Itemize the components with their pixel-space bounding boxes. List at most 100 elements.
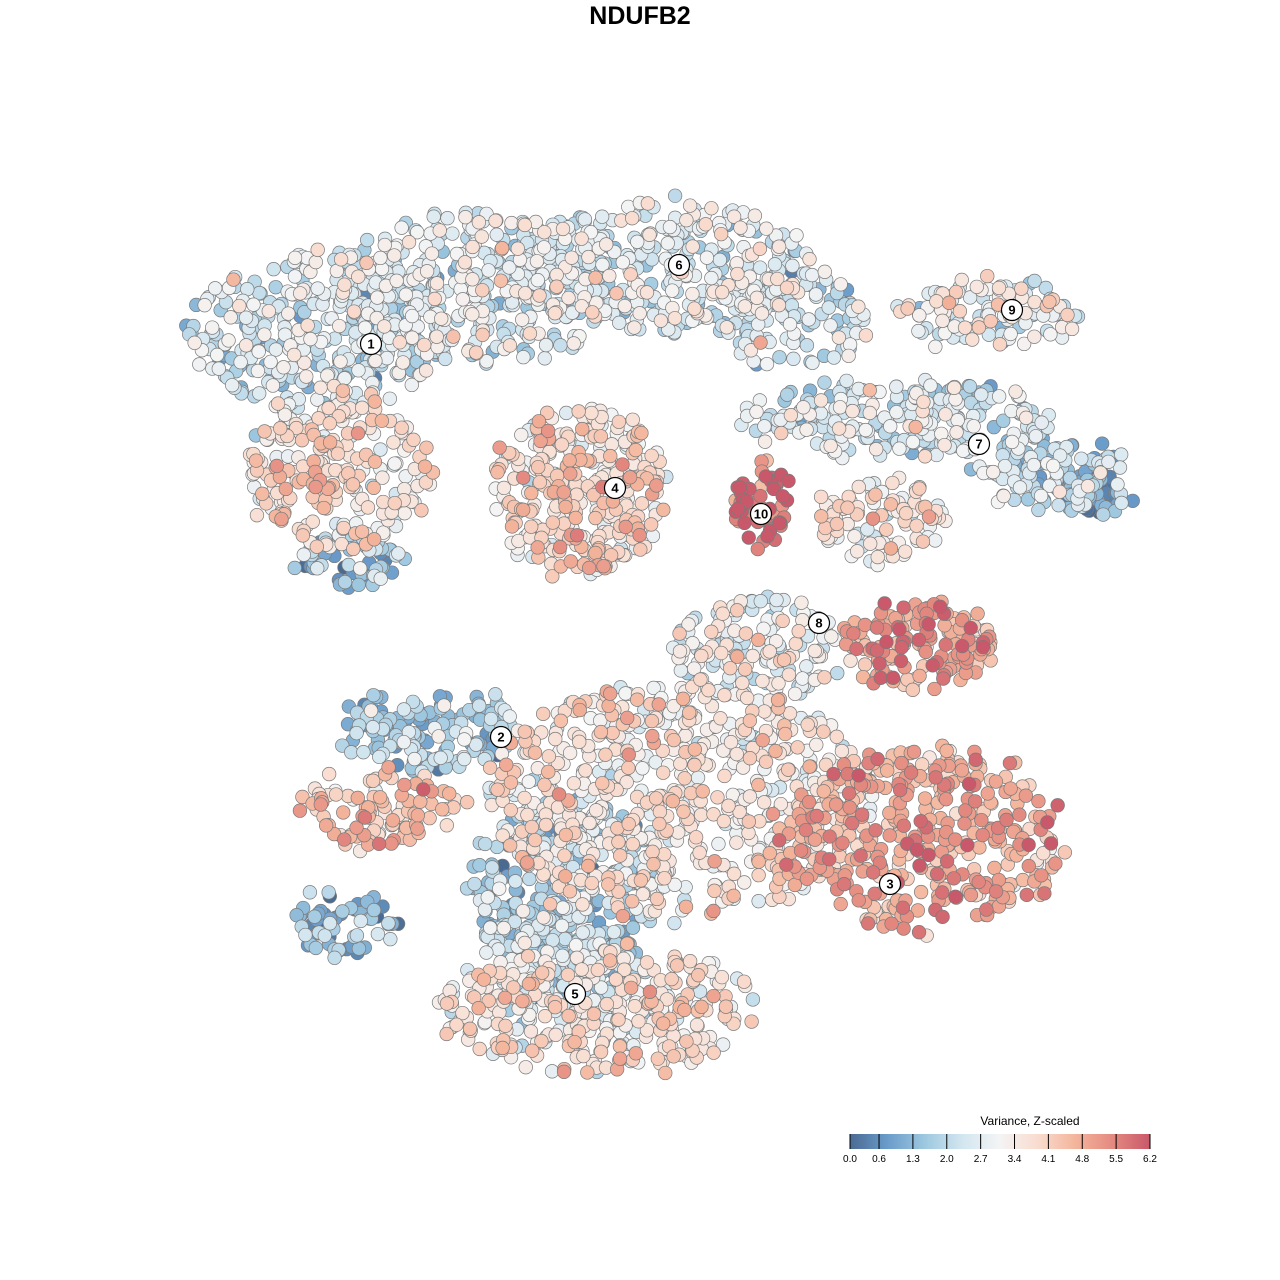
data-point: [477, 902, 493, 917]
data-point: [826, 766, 841, 782]
data-point: [712, 252, 728, 268]
data-point: [769, 592, 784, 608]
data-point: [783, 408, 799, 423]
data-point: [576, 1048, 591, 1064]
data-point: [1043, 327, 1058, 342]
data-point: [503, 775, 519, 790]
data-point: [737, 662, 753, 677]
data-point: [991, 389, 1007, 404]
data-point: [869, 442, 884, 457]
data-point: [694, 648, 709, 664]
data-point: [870, 751, 885, 767]
data-point: [492, 440, 507, 455]
data-point: [422, 810, 437, 826]
data-point: [706, 903, 721, 919]
data-point: [1057, 845, 1073, 860]
data-point: [1012, 480, 1028, 495]
data-point: [828, 797, 844, 812]
data-point: [936, 671, 951, 686]
data-point: [472, 858, 487, 873]
data-point: [913, 884, 929, 900]
data-point: [633, 873, 649, 888]
data-point: [1050, 798, 1065, 813]
data-point: [367, 532, 382, 547]
data-point: [980, 786, 995, 801]
data-point: [916, 394, 931, 410]
data-point: [370, 926, 386, 942]
data-point: [381, 760, 396, 775]
data-point: [805, 355, 820, 371]
data-point: [514, 427, 529, 443]
data-point: [1034, 868, 1049, 883]
data-point: [618, 519, 633, 535]
data-point: [554, 437, 569, 452]
data-point: [718, 999, 734, 1014]
data-point: [911, 925, 927, 940]
data-point: [517, 724, 532, 739]
data-point: [946, 871, 961, 886]
data-point: [508, 874, 523, 889]
data-point: [332, 318, 347, 334]
data-point: [729, 835, 744, 850]
data-point: [368, 353, 383, 368]
data-point: [652, 816, 667, 832]
data-point: [793, 843, 809, 858]
data-point: [538, 817, 554, 833]
data-point: [971, 320, 987, 335]
data-point: [892, 622, 907, 637]
data-point: [322, 435, 338, 450]
data-point: [751, 777, 766, 793]
data-point: [1040, 815, 1055, 830]
data-point: [475, 283, 490, 298]
data-point: [679, 1034, 694, 1049]
data-point: [562, 745, 578, 761]
data-point: [847, 529, 862, 544]
data-point: [419, 440, 434, 455]
data-point: [912, 668, 927, 684]
data-point: [677, 771, 692, 786]
data-point: [655, 765, 671, 780]
data-point: [1003, 781, 1018, 796]
data-point: [467, 876, 482, 892]
data-point: [667, 915, 682, 931]
data-point: [541, 749, 557, 764]
data-point: [351, 269, 366, 284]
data-point: [996, 413, 1011, 428]
data-point: [673, 663, 688, 678]
data-point: [687, 757, 702, 773]
data-point: [662, 219, 678, 235]
data-point: [394, 220, 409, 235]
data-point: [781, 762, 796, 777]
data-point: [602, 268, 617, 284]
data-point: [599, 996, 615, 1012]
data-point: [1028, 429, 1044, 444]
data-point: [738, 626, 754, 641]
data-point: [337, 574, 353, 590]
data-point: [298, 927, 313, 943]
data-point: [857, 657, 873, 672]
data-point: [401, 235, 417, 250]
data-point: [850, 544, 865, 559]
colorbar-tick-label: 5.5: [1109, 1154, 1123, 1165]
data-point: [529, 254, 545, 269]
data-point: [745, 992, 761, 1007]
data-point: [625, 920, 641, 935]
data-point: [465, 239, 480, 255]
data-point: [287, 250, 303, 265]
data-point: [457, 732, 472, 747]
data-point: [771, 239, 787, 254]
data-point: [429, 329, 444, 344]
data-point: [433, 750, 448, 766]
data-point: [537, 225, 552, 240]
data-point: [853, 848, 868, 863]
data-point: [336, 805, 351, 820]
data-point: [642, 227, 657, 242]
data-point: [321, 885, 336, 900]
data-point: [794, 595, 809, 610]
data-point: [333, 252, 349, 267]
data-point: [233, 354, 248, 370]
data-point: [698, 217, 713, 232]
data-point: [602, 953, 618, 968]
data-point: [257, 327, 272, 342]
data-point: [726, 866, 742, 881]
